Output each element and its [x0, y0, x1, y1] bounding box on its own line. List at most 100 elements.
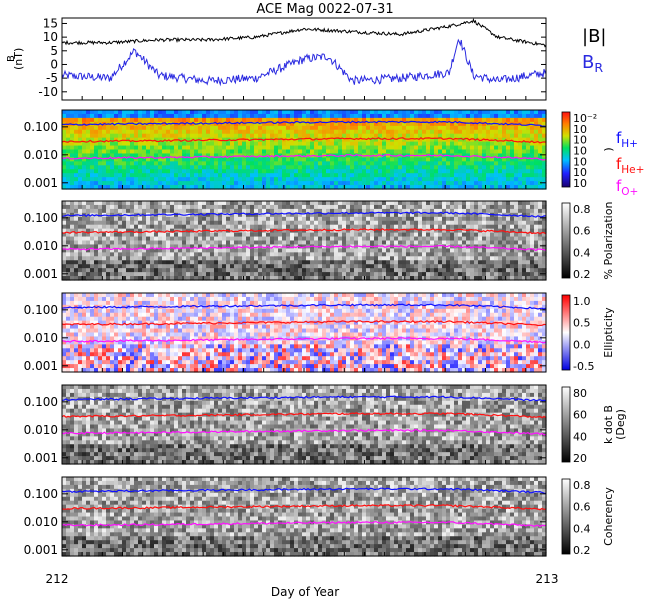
heatmap-cell — [266, 205, 271, 210]
heatmap-cell — [218, 122, 223, 127]
heatmap-cell — [198, 142, 203, 147]
heatmap-cell — [302, 252, 307, 257]
heatmap-cell — [138, 272, 143, 277]
heatmap-cell — [490, 173, 495, 178]
heatmap-cell — [354, 146, 359, 151]
heatmap-cell — [206, 264, 211, 269]
heatmap-cell — [358, 173, 363, 178]
heatmap-cell — [298, 173, 303, 178]
heatmap-cell — [122, 264, 127, 269]
heatmap-cell — [538, 225, 543, 230]
heatmap-cell — [194, 209, 199, 214]
heatmap-cell — [282, 233, 287, 238]
heatmap-cell — [126, 130, 131, 135]
heatmap-cell — [538, 146, 543, 151]
heatmap-cell — [430, 110, 435, 115]
heatmap-cell — [254, 205, 259, 210]
heatmap-cell — [262, 173, 267, 178]
heatmap-cell — [442, 130, 447, 135]
heatmap-cell — [162, 272, 167, 277]
heatmap-cell — [138, 150, 143, 155]
heatmap-cell — [402, 233, 407, 238]
heatmap-cell — [522, 114, 527, 119]
heatmap-cell — [446, 237, 451, 242]
heatmap-cell — [262, 146, 267, 151]
heatmap-cell — [138, 161, 143, 166]
heatmap-cell — [478, 161, 483, 166]
heatmap-cell — [158, 142, 163, 147]
heatmap-cell — [426, 241, 431, 246]
heatmap-cell — [498, 173, 503, 178]
heatmap-cell — [422, 233, 427, 238]
heatmap-cell — [270, 130, 275, 135]
heatmap-cell — [154, 241, 159, 246]
heatmap-cell — [230, 237, 235, 242]
heatmap-cell — [186, 114, 191, 119]
heatmap-cell — [62, 201, 67, 206]
heatmap-cell — [494, 237, 499, 242]
heatmap-cell — [278, 110, 283, 115]
heatmap-cell — [230, 134, 235, 139]
heatmap-cell — [154, 209, 159, 214]
heatmap-cell — [178, 209, 183, 214]
heatmap-cell — [294, 165, 299, 170]
heatmap-cell — [518, 217, 523, 222]
heatmap-cell — [538, 264, 543, 269]
heatmap-cell — [198, 181, 203, 186]
heatmap-cell — [526, 221, 531, 226]
heatmap-cell — [170, 217, 175, 222]
heatmap-cell — [306, 142, 311, 147]
heatmap-cell — [110, 134, 115, 139]
heatmap-cell — [362, 237, 367, 242]
colorbar — [562, 203, 570, 278]
heatmap-cell — [230, 146, 235, 151]
heatmap-cell — [106, 217, 111, 222]
heatmap-cell — [102, 118, 107, 123]
heatmap-cell — [378, 213, 383, 218]
heatmap-cell — [358, 272, 363, 277]
heatmap-cell — [306, 201, 311, 206]
heatmap-cell — [318, 205, 323, 210]
heatmap-cell — [202, 268, 207, 273]
heatmap-cell — [378, 181, 383, 186]
heatmap-cell — [534, 146, 539, 151]
heatmap-cell — [210, 225, 215, 230]
heatmap-cell — [70, 114, 75, 119]
heatmap-cell — [118, 233, 123, 238]
heatmap-cell — [386, 205, 391, 210]
heatmap-cell — [502, 173, 507, 178]
heatmap-cell — [326, 233, 331, 238]
heatmap-cell — [334, 233, 339, 238]
heatmap-cell — [102, 165, 107, 170]
heatmap-cell — [474, 142, 479, 147]
heatmap-cell — [418, 150, 423, 155]
heatmap-cell — [334, 110, 339, 115]
heatmap-cell — [470, 169, 475, 174]
heatmap-cell — [338, 142, 343, 147]
heatmap-cell — [106, 177, 111, 182]
heatmap-cell — [146, 173, 151, 178]
heatmap-cell — [462, 134, 467, 139]
heatmap-cell — [258, 221, 263, 226]
heatmap-cell — [262, 150, 267, 155]
heatmap-cell — [166, 118, 171, 123]
y-tick-label: 5 — [50, 44, 58, 58]
heatmap-cell — [386, 134, 391, 139]
heatmap-cell — [434, 142, 439, 147]
heatmap-cell — [434, 134, 439, 139]
heatmap-cell — [402, 126, 407, 131]
heatmap-cell — [146, 268, 151, 273]
heatmap-cell — [410, 205, 415, 210]
heatmap-cell — [90, 268, 95, 273]
heatmap-cell — [198, 260, 203, 265]
heatmap-cell — [142, 252, 147, 257]
heatmap-cell — [222, 272, 227, 277]
heatmap-cell — [466, 237, 471, 242]
heatmap-cell — [122, 126, 127, 131]
heatmap-cell — [78, 114, 83, 119]
heatmap-cell — [234, 248, 239, 253]
heatmap-cell — [198, 146, 203, 151]
heatmap-cell — [470, 248, 475, 253]
heatmap-cell — [126, 165, 131, 170]
heatmap-cell — [354, 165, 359, 170]
